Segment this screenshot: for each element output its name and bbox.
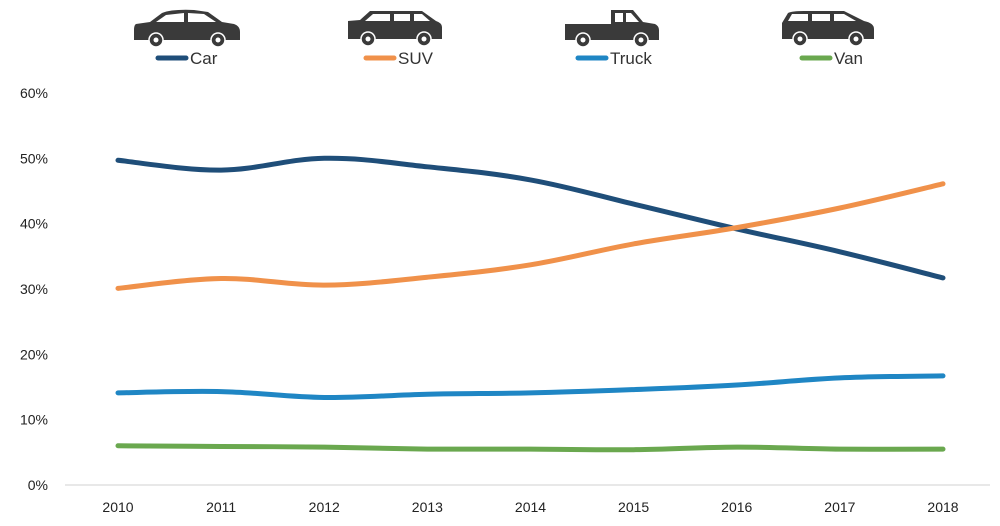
x-tick-label: 2015	[618, 499, 649, 515]
car-icon	[134, 9, 240, 48]
y-tick-label: 60%	[20, 85, 48, 101]
x-tick-label: 2017	[824, 499, 855, 515]
y-tick-label: 50%	[20, 150, 48, 166]
legend: Car SUV Truck Van	[155, 49, 863, 68]
series-line-van	[115, 443, 946, 453]
x-tick-label: 2010	[102, 499, 133, 515]
y-tick-label: 20%	[20, 346, 48, 362]
y-tick-label: 30%	[20, 281, 48, 297]
y-tick-label: 40%	[20, 216, 48, 232]
suv-icon	[348, 11, 442, 47]
legend-item-truck: Truck	[575, 49, 652, 68]
legend-item-car: Car	[155, 49, 218, 68]
x-tick-label: 2018	[927, 499, 958, 515]
legend-label-car: Car	[190, 49, 218, 68]
series-lines	[115, 155, 946, 453]
x-tick-label: 2014	[515, 499, 546, 515]
legend-label-truck: Truck	[610, 49, 652, 68]
minivan-icon	[782, 11, 874, 47]
x-tick-label: 2013	[412, 499, 443, 515]
x-tick-label: 2016	[721, 499, 752, 515]
y-tick-label: 10%	[20, 412, 48, 428]
legend-item-suv: SUV	[363, 49, 434, 68]
legend-item-van: Van	[799, 49, 863, 68]
x-tick-label: 2011	[206, 499, 236, 515]
series-line-suv	[115, 181, 946, 291]
x-axis-tick-labels: 2010 2011 2012 2013 2014 2015 2016 2017 2018	[102, 499, 958, 515]
y-axis-tick-labels: 0% 10% 20% 30% 40% 50% 60%	[20, 85, 48, 493]
y-tick-label: 0%	[28, 477, 48, 493]
x-tick-label: 2012	[309, 499, 340, 515]
series-line-truck	[115, 373, 946, 401]
legend-label-suv: SUV	[398, 49, 434, 68]
series-line-car	[115, 155, 946, 281]
legend-label-van: Van	[834, 49, 863, 68]
truck-icon	[565, 10, 659, 48]
